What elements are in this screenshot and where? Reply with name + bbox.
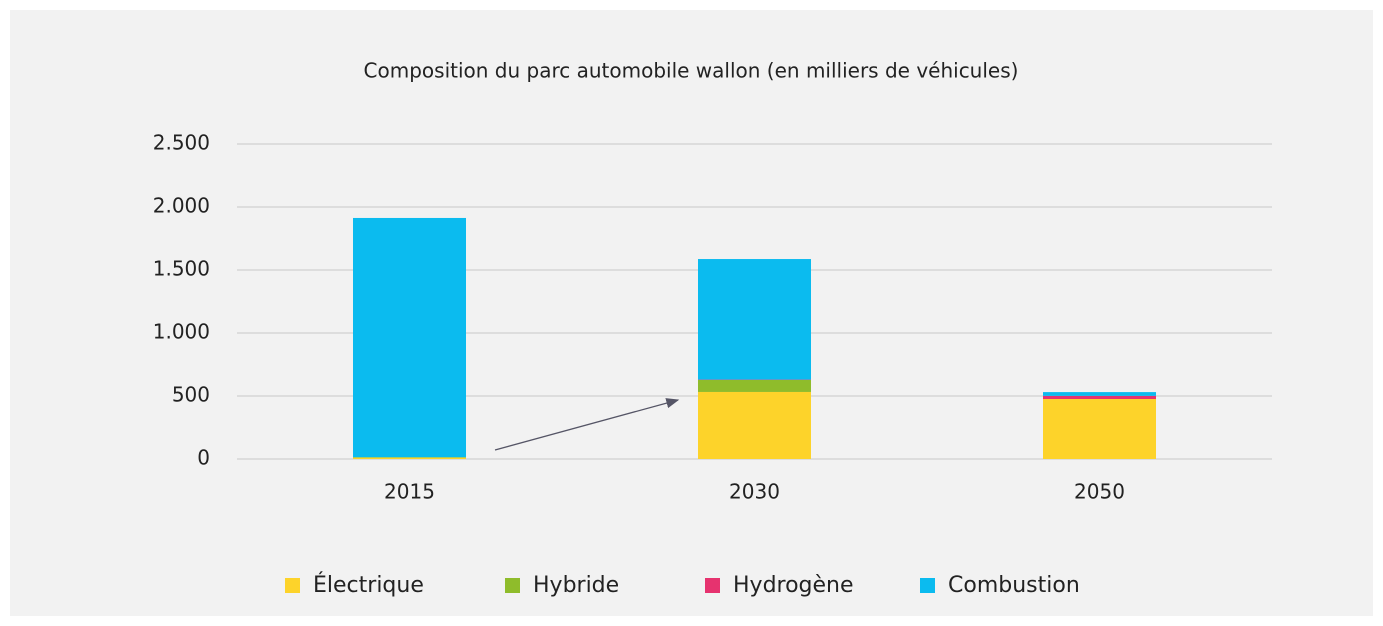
bar-segment <box>1043 399 1156 459</box>
legend-swatch <box>505 578 520 593</box>
legend-label: Hybride <box>533 573 619 598</box>
bar-segment <box>353 457 466 459</box>
legend-label: Hydrogène <box>733 573 854 598</box>
x-tick-label: 2030 <box>729 480 780 504</box>
y-tick-label: 0 <box>197 446 210 470</box>
annotation-arrow <box>494 398 680 451</box>
plot-area: 0 500 1.000 1.500 2.000 2.500 2015 2030 2050 Élec… <box>153 131 1272 598</box>
bar-segment <box>698 379 811 392</box>
bar-segment <box>698 391 811 459</box>
legend-label: Combustion <box>948 573 1080 598</box>
y-tick-label: 2.000 <box>153 194 210 218</box>
legend-label: Électrique <box>313 572 424 598</box>
y-tick-label: 1.000 <box>153 320 210 344</box>
bar-segment <box>1043 392 1156 396</box>
chart-title: Composition du parc automobile wallon (e… <box>364 59 1019 83</box>
y-tick-label: 2.500 <box>153 131 210 155</box>
bar-segment <box>353 457 466 458</box>
y-tick-label: 500 <box>172 383 210 407</box>
legend-swatch <box>705 578 720 593</box>
bar-segment <box>353 217 466 458</box>
legend-swatch <box>920 578 935 593</box>
x-tick-label: 2015 <box>384 480 435 504</box>
x-tick-label: 2050 <box>1074 480 1125 504</box>
bar-segment <box>698 259 811 380</box>
legend-swatch <box>285 578 300 593</box>
y-tick-label: 1.500 <box>153 257 210 281</box>
chart-background <box>10 10 1373 616</box>
bar-segment <box>1043 395 1156 400</box>
